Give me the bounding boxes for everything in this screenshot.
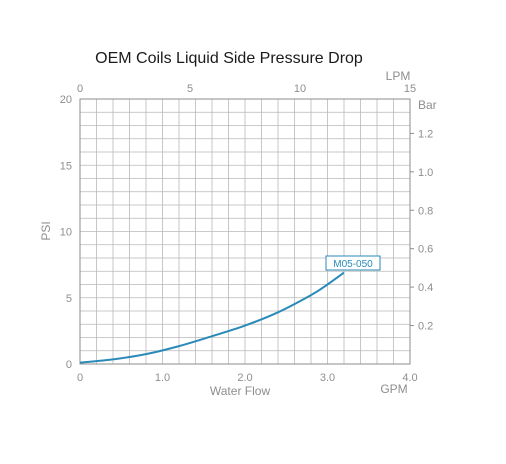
x-tick-label: 2.0: [237, 372, 252, 384]
plot-frame: [79, 98, 411, 365]
y-axis-label: PSI: [39, 221, 53, 240]
x-axis-unit: GPM: [380, 382, 407, 396]
tick-labels: 0 1.0 2.0 3.0 4.0 0 5 10 15 20 0 5 10 15 0.2 0.4 0.6 0.8 1…: [60, 83, 434, 384]
right-tick-label: 1.2: [418, 128, 433, 140]
top-axis-unit: LPM: [386, 69, 411, 83]
x-tick-label: 3.0: [320, 372, 335, 384]
y-tick-label: 5: [66, 293, 72, 305]
x-axis-label: Water Flow: [210, 384, 271, 398]
top-tick-label: 0: [77, 83, 83, 95]
series-label: M05-050: [333, 259, 373, 270]
right-axis-unit: Bar: [418, 98, 437, 112]
top-tick-label: 10: [294, 83, 306, 95]
right-tick-label: 0.6: [418, 244, 433, 256]
right-tick-label: 0.4: [418, 282, 433, 294]
x-tick-label: 4.0: [402, 372, 417, 384]
grid: [80, 99, 410, 364]
y-tick-label: 15: [60, 160, 72, 172]
series-line-m05-050: [79, 271, 345, 364]
right-tick-label: 0.2: [418, 321, 433, 333]
y-tick-label: 0: [66, 359, 72, 371]
x-tick-label: 0: [77, 372, 83, 384]
top-tick-label: 15: [404, 83, 416, 95]
y-tick-label: 10: [60, 227, 72, 239]
x-tick-label: 1.0: [155, 372, 170, 384]
y-tick-label: 20: [60, 94, 72, 106]
right-tick-label: 1.0: [418, 167, 433, 179]
top-tick-label: 5: [187, 83, 193, 95]
chart-title: OEM Coils Liquid Side Pressure Drop: [95, 50, 363, 67]
series-label-box: [325, 255, 381, 271]
right-tick-label: 0.8: [418, 205, 433, 217]
